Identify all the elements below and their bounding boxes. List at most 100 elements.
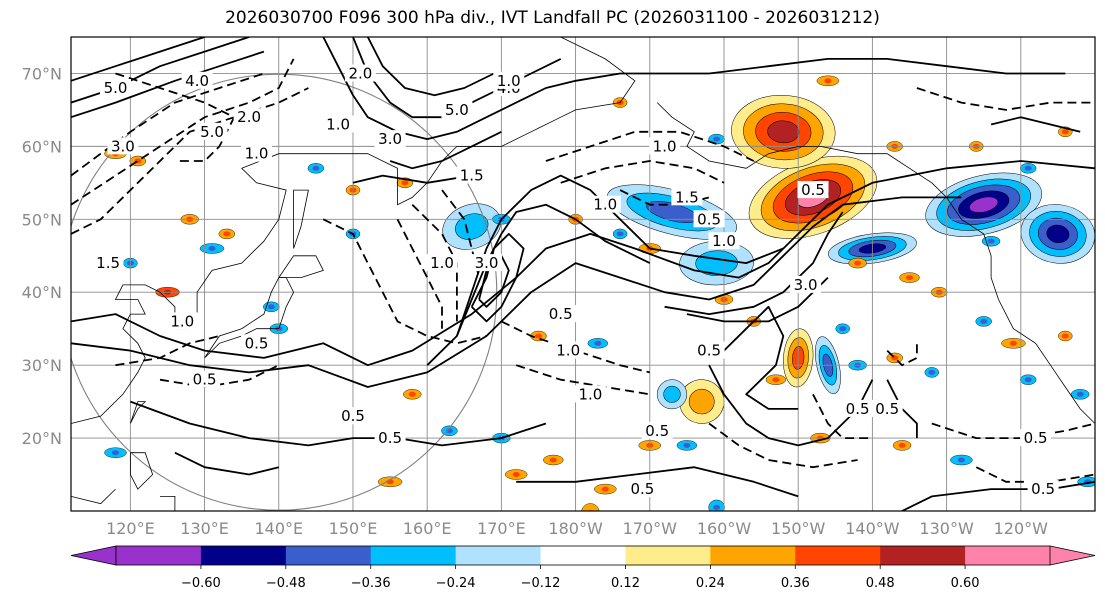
ivt-contour-negative [71, 87, 309, 235]
contour-label: 0.5 [875, 400, 899, 418]
ivt-contour-positive [71, 37, 205, 82]
ivt-contour-negative [501, 320, 651, 374]
ivt-contour-positive [366, 37, 495, 97]
lat-tick-label: 60°N [22, 137, 62, 156]
ivt-contour-negative [812, 393, 873, 439]
div-fill-blob-core [401, 180, 409, 186]
colorbar-over-arrow [1049, 545, 1096, 566]
div-fill-blob-core [713, 504, 721, 510]
lat-tick-label: 30°N [22, 356, 62, 375]
contour-label: 5.0 [445, 101, 469, 119]
ivt-contour-negative [886, 343, 918, 367]
contour-label-bg [166, 312, 198, 330]
div-fill-blob-core [772, 377, 780, 383]
contour-label-bg [456, 166, 488, 184]
ivt-contour-positive [426, 174, 784, 366]
colorbar-tick-label: 0.12 [611, 576, 640, 591]
ivt-contour-negative [322, 218, 487, 345]
coastline [656, 102, 1095, 424]
div-fill-blob-core [987, 238, 995, 244]
div-feature [442, 203, 501, 250]
div-feature [828, 232, 917, 265]
contour-label: 1.0 [326, 116, 350, 134]
ivt-contour-negative [159, 364, 280, 388]
div-fill-blob-core [549, 457, 557, 463]
contour-label-bg [797, 181, 829, 199]
contour-label: 0.5 [645, 422, 669, 440]
contour-label-bg [441, 100, 473, 118]
contour-label-bg [552, 341, 584, 359]
ivt-contour-negative [515, 364, 650, 396]
contour-label: 3.0 [794, 276, 818, 294]
contour-label: 1.0 [497, 72, 521, 90]
div-fill-blob-core [112, 450, 119, 456]
ivt-contour-positive [723, 305, 799, 410]
contour-label-bg [790, 275, 822, 293]
contour-label-bg [626, 480, 658, 498]
ivt-contour-positive [901, 480, 1095, 511]
contour-label-bg [322, 115, 354, 133]
contour-label-bg [493, 71, 525, 89]
contour-label-bg [1027, 480, 1059, 498]
div-fill-blob-core [601, 486, 609, 492]
ivt-contour-negative [441, 189, 480, 278]
coastline [160, 496, 176, 511]
div-fill-blob-core [683, 442, 691, 448]
div-fill-blob-core [223, 231, 231, 237]
contour-label: 1.0 [245, 145, 269, 163]
ivt-contour-negative [560, 160, 725, 184]
div-fill-blob-core [854, 260, 862, 266]
contour-label: 0.5 [630, 480, 654, 498]
div-fill-ring [455, 213, 489, 240]
div-fill-blob-core [1076, 391, 1084, 397]
contour-label: 1.0 [593, 196, 617, 214]
ivt-contour-layer [71, 37, 1095, 511]
map-background [71, 37, 1095, 511]
div-fill-blob-core [535, 333, 542, 339]
div-fill-blob-core [594, 340, 602, 346]
contour-label: 1.0 [653, 137, 677, 155]
ivt-contour-positive [516, 466, 799, 498]
lon-tick-label: 170°E [477, 519, 526, 538]
lon-tick-label: 180°W [548, 519, 603, 538]
colorbar-tick-label: 0.24 [696, 576, 725, 591]
contour-label-bg [471, 254, 502, 272]
colorbar-segment [116, 546, 202, 565]
contour-label-bg [589, 195, 621, 213]
colorbar-segment [625, 546, 711, 565]
div-feature [656, 379, 688, 410]
colorbar-segment [880, 546, 966, 565]
div-fill-blob-core [1061, 129, 1069, 135]
ivt-contour-positive [456, 203, 651, 337]
contour-label-bg [181, 71, 213, 89]
coastline [130, 401, 147, 424]
colorbar: −0.60 −0.48 −0.36 −0.24 −0.12 0.12 0.24 0.36 0.4… [70, 545, 1096, 591]
contour-label: 1.5 [675, 188, 699, 206]
contour-label-bg [337, 407, 369, 425]
lat-tick-label: 40°N [22, 283, 62, 302]
div-feature [731, 94, 836, 169]
div-fill-blob-core [208, 246, 216, 251]
contour-label: 3.0 [111, 137, 135, 155]
contour-label-bg [574, 385, 606, 403]
ivt-contour-positive [686, 276, 829, 323]
div-fill-blob-core [1024, 377, 1032, 383]
contour-label-layer: 5.04.03.05.02.01.02.01.03.05.04.01.51.01… [92, 64, 1059, 498]
lon-tick-label: 120°W [994, 519, 1049, 538]
ivt-contour-positive [71, 50, 265, 119]
ivt-contour-negative [916, 87, 1095, 111]
div-fill-blob-core [906, 275, 913, 281]
contour-label: 1.0 [578, 385, 602, 403]
div-fill-ring [688, 388, 715, 415]
contour-label: 0.5 [1031, 480, 1055, 498]
colorbar-under-arrow [70, 545, 117, 566]
contour-label: 0.5 [846, 400, 870, 418]
div-fill-ring [767, 120, 800, 144]
contour-label: 2.0 [348, 65, 372, 83]
contour-label: 1.0 [712, 232, 736, 250]
coastline [278, 255, 324, 278]
lon-tick-label: 160°W [697, 519, 752, 538]
contour-label-bg [241, 334, 272, 352]
lat-tick-label: 50°N [22, 210, 62, 229]
contour-label-bg [107, 137, 139, 155]
